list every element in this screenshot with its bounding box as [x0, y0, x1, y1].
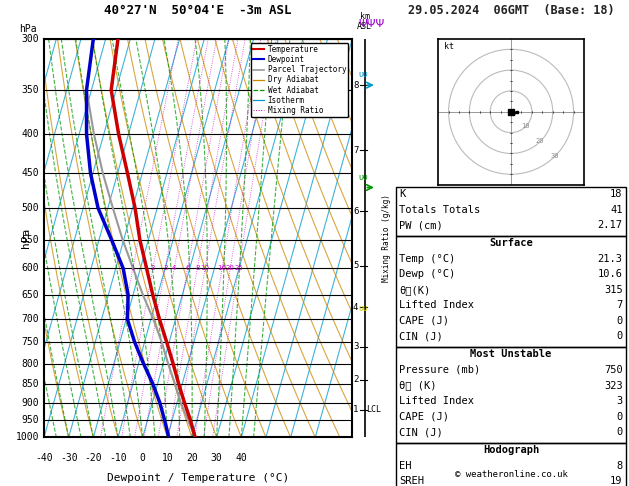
Text: 21.3: 21.3 [598, 254, 623, 264]
Text: Most Unstable: Most Unstable [470, 349, 552, 360]
Text: 750: 750 [22, 337, 40, 347]
Text: 323: 323 [604, 381, 623, 391]
Text: -10: -10 [109, 453, 127, 463]
Text: Dewpoint / Temperature (°C): Dewpoint / Temperature (°C) [107, 473, 289, 483]
Text: 2: 2 [353, 375, 359, 384]
Text: 20: 20 [186, 453, 198, 463]
Text: 950: 950 [22, 416, 40, 425]
Text: K: K [399, 189, 406, 199]
Text: 10.6: 10.6 [598, 269, 623, 279]
Text: Totals Totals: Totals Totals [399, 205, 481, 215]
Text: 550: 550 [22, 235, 40, 244]
Text: hPa: hPa [19, 24, 36, 34]
Text: 650: 650 [22, 290, 40, 300]
Text: 0: 0 [616, 316, 623, 326]
Text: 1: 1 [353, 405, 359, 414]
Text: 850: 850 [22, 379, 40, 389]
Text: Hodograph: Hodograph [483, 445, 539, 455]
Text: LCL: LCL [367, 405, 382, 414]
Text: Lifted Index: Lifted Index [399, 300, 474, 311]
Text: 400: 400 [22, 129, 40, 139]
Text: 40°27'N  50°04'E  -3m ASL: 40°27'N 50°04'E -3m ASL [104, 4, 292, 17]
Text: 900: 900 [22, 398, 40, 408]
Text: 2: 2 [151, 265, 155, 271]
Text: 30: 30 [550, 153, 559, 158]
Text: © weatheronline.co.uk: © weatheronline.co.uk [455, 469, 567, 479]
Text: Dewp (°C): Dewp (°C) [399, 269, 455, 279]
Text: 1000: 1000 [16, 433, 40, 442]
Text: 29.05.2024  06GMT  (Base: 18): 29.05.2024 06GMT (Base: 18) [408, 4, 615, 17]
Text: υυ: υυ [359, 173, 369, 181]
Text: 30: 30 [211, 453, 223, 463]
Text: 18: 18 [610, 189, 623, 199]
Text: 10: 10 [521, 123, 530, 129]
Text: 800: 800 [22, 359, 40, 368]
Text: 4: 4 [172, 265, 177, 271]
Text: CAPE (J): CAPE (J) [399, 412, 449, 422]
Text: 10: 10 [162, 453, 173, 463]
Text: υυ: υυ [359, 70, 369, 79]
Text: 6: 6 [353, 207, 359, 216]
Text: 16: 16 [218, 265, 226, 271]
Text: Lifted Index: Lifted Index [399, 396, 474, 406]
Text: 3: 3 [163, 265, 167, 271]
Text: 600: 600 [22, 263, 40, 273]
Text: 450: 450 [22, 168, 40, 178]
Text: Pressure (mb): Pressure (mb) [399, 365, 481, 375]
Text: -40: -40 [35, 453, 53, 463]
Text: 2.17: 2.17 [598, 220, 623, 230]
Text: 315: 315 [604, 285, 623, 295]
Text: km
ASL: km ASL [357, 12, 372, 31]
Text: 41: 41 [610, 205, 623, 215]
Text: SREH: SREH [399, 476, 425, 486]
Text: CAPE (J): CAPE (J) [399, 316, 449, 326]
Text: Surface: Surface [489, 238, 533, 248]
Text: 10: 10 [201, 265, 209, 271]
Text: Mixing Ratio (g/kg): Mixing Ratio (g/kg) [382, 194, 391, 282]
Text: PW (cm): PW (cm) [399, 220, 443, 230]
Text: Temp (°C): Temp (°C) [399, 254, 455, 264]
Text: 0: 0 [140, 453, 145, 463]
Legend: Temperature, Dewpoint, Parcel Trajectory, Dry Adiabat, Wet Adiabat, Isotherm, Mi: Temperature, Dewpoint, Parcel Trajectory… [251, 43, 348, 117]
Text: 7: 7 [353, 146, 359, 155]
Text: 350: 350 [22, 85, 40, 95]
Text: 3: 3 [616, 396, 623, 406]
Text: 0: 0 [616, 427, 623, 437]
Text: 300: 300 [22, 34, 40, 44]
Text: ΨΨΨ: ΨΨΨ [359, 19, 385, 29]
Text: -30: -30 [60, 453, 77, 463]
Text: 5: 5 [353, 261, 359, 270]
Text: 8: 8 [195, 265, 199, 271]
Text: CIN (J): CIN (J) [399, 427, 443, 437]
Text: 1: 1 [131, 265, 135, 271]
Text: υυ: υυ [359, 304, 369, 313]
Text: 40: 40 [235, 453, 247, 463]
Text: kt: kt [445, 42, 454, 52]
Text: 500: 500 [22, 203, 40, 213]
Text: 4: 4 [353, 303, 359, 312]
Text: 25: 25 [235, 265, 243, 271]
Text: θᴇ (K): θᴇ (K) [399, 381, 437, 391]
Text: CIN (J): CIN (J) [399, 331, 443, 342]
Text: hPa: hPa [21, 228, 31, 248]
Text: -20: -20 [84, 453, 102, 463]
Text: 7: 7 [616, 300, 623, 311]
Text: 20: 20 [536, 138, 545, 144]
Text: 20: 20 [226, 265, 235, 271]
Text: 700: 700 [22, 314, 40, 324]
Text: EH: EH [399, 461, 412, 471]
Text: 8: 8 [353, 81, 359, 89]
Text: θᴇ(K): θᴇ(K) [399, 285, 431, 295]
Text: 8: 8 [616, 461, 623, 471]
Text: 750: 750 [604, 365, 623, 375]
Text: 3: 3 [353, 342, 359, 351]
Text: 19: 19 [610, 476, 623, 486]
Text: 6: 6 [186, 265, 190, 271]
Text: 0: 0 [616, 331, 623, 342]
Text: 0: 0 [616, 412, 623, 422]
